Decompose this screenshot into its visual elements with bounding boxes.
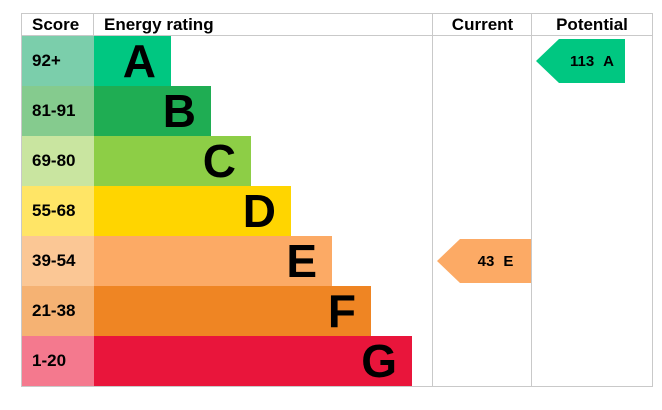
band-row: 21-38 F — [22, 286, 371, 336]
band-score-cell: 55-68 — [22, 186, 94, 236]
band-letter: D — [242, 185, 276, 237]
band-row: 92+ A — [22, 36, 171, 86]
table-header-row: Score Energy rating Current Potential — [22, 14, 652, 36]
band-score-cell: 81-91 — [22, 86, 94, 136]
band-score-cell: 39-54 — [22, 236, 94, 286]
score-column-header: Score — [22, 14, 94, 35]
band-bar: D — [94, 186, 291, 236]
band-row: 55-68 D — [22, 186, 291, 236]
band-letter: B — [162, 85, 196, 137]
band-score-cell: 92+ — [22, 36, 94, 86]
band-score-cell: 69-80 — [22, 136, 94, 186]
band-bar: C — [94, 136, 251, 186]
band-bar: B — [94, 86, 211, 136]
band-letter: C — [202, 135, 236, 187]
epc-rating-table: Score Energy rating Current Potential 92… — [21, 13, 653, 387]
potential-rating-value: 113 — [569, 52, 595, 70]
potential-rating-arrow: 113 A — [536, 39, 625, 83]
band-bar: F — [94, 286, 371, 336]
band-letter: F — [327, 285, 356, 337]
band-bar: G — [94, 336, 412, 386]
band-row: 81-91 B — [22, 86, 211, 136]
band-score-cell: 21-38 — [22, 286, 94, 336]
energy-rating-column-header: Energy rating — [104, 15, 214, 34]
band-row: 1-20 G — [22, 336, 412, 386]
potential-column-divider — [531, 14, 532, 386]
current-rating-letter: E — [503, 252, 514, 270]
current-rating-arrow: 43 E — [437, 239, 531, 283]
band-letter: G — [361, 335, 397, 387]
band-row: 69-80 C — [22, 136, 251, 186]
band-letter: E — [286, 235, 317, 287]
band-bar: E — [94, 236, 332, 286]
band-letter: A — [122, 35, 156, 87]
band-row: 39-54 E — [22, 236, 332, 286]
band-score-cell: 1-20 — [22, 336, 94, 386]
current-column-header: Current — [451, 15, 514, 34]
band-bar: A — [94, 36, 171, 86]
current-rating-value: 43 — [477, 252, 495, 270]
potential-rating-letter: A — [603, 52, 615, 70]
potential-column-header: Potential — [556, 15, 628, 34]
current-column-divider — [432, 14, 433, 386]
